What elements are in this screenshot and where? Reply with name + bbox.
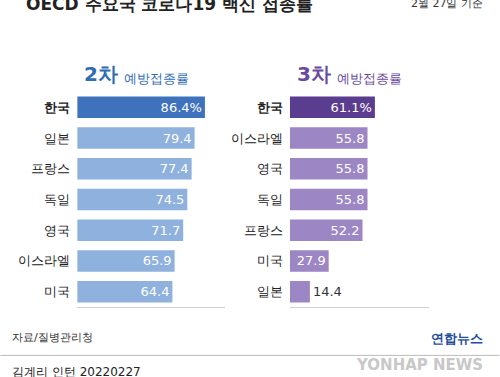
svg-text:프랑스: 프랑스 — [244, 223, 283, 238]
svg-text:55.8: 55.8 — [336, 131, 365, 146]
svg-text:일본: 일본 — [257, 284, 283, 299]
svg-text:2월 27일 기준: 2월 27일 기준 — [411, 0, 483, 10]
svg-text:79.4: 79.4 — [163, 131, 192, 146]
svg-text:미국: 미국 — [44, 284, 70, 299]
svg-text:독일: 독일 — [257, 192, 283, 207]
svg-text:미국: 미국 — [257, 253, 283, 268]
svg-text:55.8: 55.8 — [336, 192, 365, 207]
svg-text:OECD 주요국 코로나19 백신 접종률: OECD 주요국 코로나19 백신 접종률 — [26, 0, 313, 14]
svg-text:이스라엘: 이스라엘 — [18, 253, 70, 268]
svg-text:2차: 2차 — [84, 62, 118, 86]
svg-text:예방접종률: 예방접종률 — [337, 71, 402, 86]
svg-text:55.8: 55.8 — [336, 161, 365, 176]
svg-text:64.4: 64.4 — [140, 284, 169, 299]
svg-text:한국: 한국 — [44, 100, 70, 115]
svg-text:65.9: 65.9 — [143, 253, 172, 268]
svg-text:독일: 독일 — [44, 192, 70, 207]
svg-text:61.1%: 61.1% — [331, 100, 372, 115]
svg-text:자료/질병관리청: 자료/질병관리청 — [12, 331, 93, 344]
svg-text:영국: 영국 — [44, 223, 70, 238]
svg-text:이스라엘: 이스라엘 — [231, 131, 283, 146]
svg-text:한국: 한국 — [257, 100, 283, 115]
svg-text:프랑스: 프랑스 — [31, 161, 70, 176]
svg-text:74.5: 74.5 — [155, 192, 184, 207]
svg-text:연합뉴스: 연합뉴스 — [431, 331, 483, 346]
svg-text:86.4%: 86.4% — [161, 100, 202, 115]
svg-text:영국: 영국 — [257, 161, 283, 176]
svg-text:김계리 인턴 20220227: 김계리 인턴 20220227 — [12, 365, 141, 377]
svg-text:52.2: 52.2 — [331, 223, 360, 238]
svg-text:14.4: 14.4 — [313, 284, 342, 299]
svg-text:일본: 일본 — [44, 131, 70, 146]
svg-text:예방접종률: 예방접종률 — [124, 71, 189, 86]
svg-text:77.4: 77.4 — [160, 161, 189, 176]
svg-text:YONHAP NEWS: YONHAP NEWS — [356, 356, 483, 374]
svg-text:3차: 3차 — [297, 62, 331, 86]
svg-text:71.7: 71.7 — [151, 223, 180, 238]
svg-text:27.9: 27.9 — [297, 253, 326, 268]
